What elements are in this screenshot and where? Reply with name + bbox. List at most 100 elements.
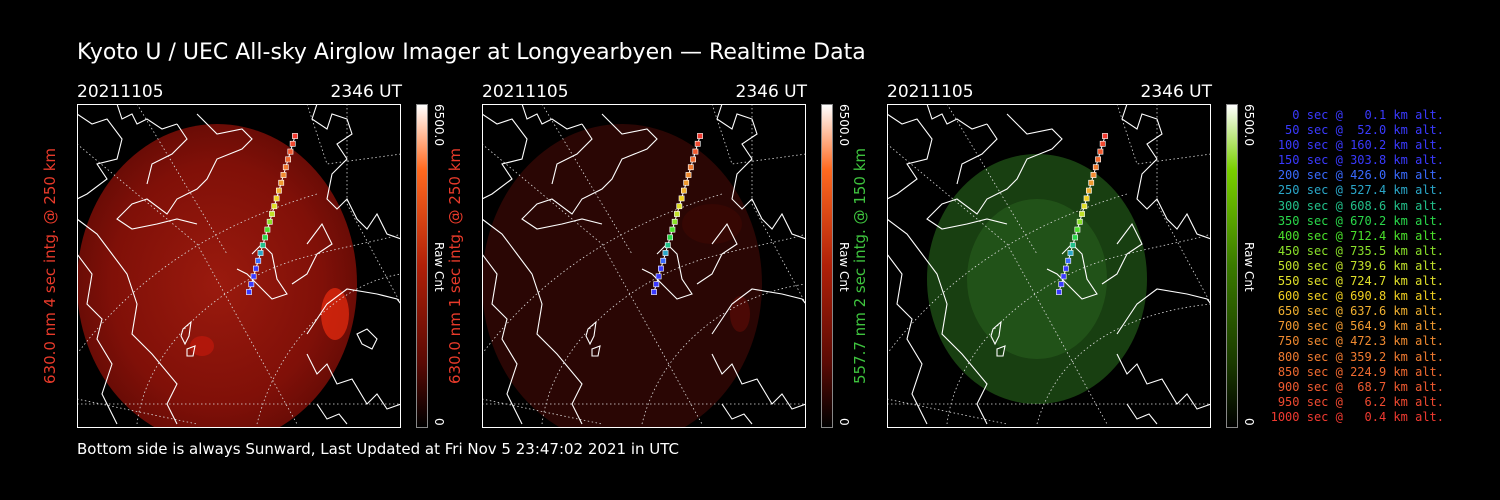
track-point bbox=[685, 172, 692, 178]
airglow-disk bbox=[482, 124, 762, 428]
aurora-spot bbox=[730, 296, 750, 332]
satellite-track bbox=[1056, 133, 1108, 295]
track-point bbox=[287, 148, 294, 155]
map-grid bbox=[77, 104, 401, 425]
track-point bbox=[1095, 156, 1101, 163]
airglow-disk bbox=[967, 199, 1107, 359]
track-point bbox=[266, 218, 273, 225]
track-point bbox=[1072, 234, 1078, 241]
track-point bbox=[667, 234, 673, 241]
track-point bbox=[692, 148, 699, 155]
track-point bbox=[681, 187, 687, 194]
page-title: Kyoto U / UEC All-sky Airglow Imager at … bbox=[77, 40, 866, 65]
allsky-image-557-2s bbox=[887, 104, 1211, 428]
track-point bbox=[257, 250, 264, 256]
legend-row: 600 sec @ 690.8 km alt. bbox=[1277, 289, 1444, 304]
track-point bbox=[1097, 148, 1104, 155]
update-footer: Bottom side is always Sunward, Last Upda… bbox=[77, 440, 679, 458]
panel-side-label: 630.0 nm 4 sec intg. @ 250 km bbox=[36, 104, 64, 428]
legend-row: 800 sec @ 359.2 km alt. bbox=[1277, 349, 1444, 364]
track-point bbox=[662, 250, 669, 256]
legend-row: 450 sec @ 735.5 km alt. bbox=[1277, 243, 1444, 258]
altitude-legend: 0 sec @ 0.1 km alt. 50 sec @ 52.0 km alt.… bbox=[1268, 108, 1444, 425]
panel-side-label-text: 630.0 nm 4 sec intg. @ 250 km bbox=[41, 147, 59, 385]
track-point bbox=[1086, 187, 1092, 194]
track-point bbox=[664, 242, 671, 249]
track-point bbox=[690, 156, 696, 163]
track-point bbox=[276, 187, 282, 194]
track-point bbox=[658, 265, 664, 272]
track-point bbox=[259, 242, 266, 249]
panel-time: 2346 UT bbox=[330, 82, 403, 102]
legend-row: 100 sec @ 160.2 km alt. bbox=[1277, 138, 1444, 153]
track-point bbox=[253, 265, 259, 272]
track-point bbox=[1060, 273, 1067, 280]
airglow-disk bbox=[77, 124, 357, 428]
legend-row: 1000 sec @ 0.4 km alt. bbox=[1270, 409, 1444, 424]
track-point bbox=[271, 203, 278, 210]
legend-row: 900 sec @ 68.7 km alt. bbox=[1277, 379, 1444, 394]
colorbar bbox=[416, 104, 428, 428]
track-point bbox=[651, 289, 657, 295]
track-point bbox=[678, 195, 685, 202]
legend-row: 250 sec @ 527.4 km alt. bbox=[1277, 183, 1444, 198]
panel-side-label: 630.0 nm 1 sec intg. @ 250 km bbox=[441, 104, 469, 428]
coastline bbox=[887, 104, 1211, 425]
track-point bbox=[676, 203, 683, 210]
legend-row: 350 sec @ 670.2 km alt. bbox=[1277, 213, 1444, 228]
legend-row: 150 sec @ 303.8 km alt. bbox=[1277, 153, 1444, 168]
legend-row: 700 sec @ 564.9 km alt. bbox=[1277, 319, 1444, 334]
track-point bbox=[655, 273, 662, 280]
legend-row: 300 sec @ 608.6 km alt. bbox=[1277, 198, 1444, 213]
track-point bbox=[697, 133, 703, 139]
track-point bbox=[674, 211, 680, 217]
legend-row: 750 sec @ 472.3 km alt. bbox=[1277, 334, 1444, 349]
legend-row: 0 sec @ 0.1 km alt. bbox=[1292, 108, 1444, 122]
track-point bbox=[683, 179, 690, 186]
aurora-spot bbox=[682, 204, 742, 244]
legend-row: 400 sec @ 712.4 km alt. bbox=[1277, 228, 1444, 243]
legend-row: 550 sec @ 724.7 km alt. bbox=[1277, 274, 1444, 289]
satellite-track bbox=[246, 133, 298, 295]
track-point bbox=[250, 273, 257, 280]
panel-3: 20211105 2346 UT 557.7 nm 2 sec intg. @ … bbox=[851, 80, 1287, 432]
coastline bbox=[482, 104, 806, 425]
track-point bbox=[278, 179, 285, 186]
track-point bbox=[1058, 281, 1065, 288]
track-point bbox=[282, 164, 289, 171]
track-point bbox=[264, 226, 271, 233]
allsky-image-630-1s bbox=[482, 104, 806, 428]
track-point bbox=[687, 164, 694, 171]
panel-side-label: 557.7 nm 2 sec intg. @ 150 km bbox=[846, 104, 874, 428]
panel-2: 20211105 2346 UT 630.0 nm 1 sec intg. @ … bbox=[446, 80, 882, 432]
colorbar bbox=[1226, 104, 1238, 428]
track-point bbox=[255, 257, 262, 264]
legend-row: 850 sec @ 224.9 km alt. bbox=[1277, 364, 1444, 379]
allsky-image-630-4s bbox=[77, 104, 401, 428]
satellite-track bbox=[651, 133, 703, 295]
panel-date: 20211105 bbox=[887, 82, 974, 102]
panel-side-label-text: 630.0 nm 1 sec intg. @ 250 km bbox=[446, 147, 464, 385]
track-point bbox=[1076, 218, 1083, 225]
aurora-spot bbox=[190, 336, 214, 356]
track-point bbox=[694, 140, 701, 147]
track-point bbox=[1067, 250, 1074, 256]
track-point bbox=[280, 172, 287, 178]
track-point bbox=[1081, 203, 1088, 210]
track-point bbox=[1056, 289, 1062, 295]
panel-date: 20211105 bbox=[482, 82, 569, 102]
colorbar bbox=[821, 104, 833, 428]
track-point bbox=[1079, 211, 1085, 217]
track-point bbox=[1088, 179, 1095, 186]
track-point bbox=[246, 289, 252, 295]
track-point bbox=[1099, 140, 1106, 147]
track-point bbox=[273, 195, 280, 202]
panel-side-label-text: 557.7 nm 2 sec intg. @ 150 km bbox=[851, 147, 869, 385]
track-point bbox=[1074, 226, 1081, 233]
legend-row: 950 sec @ 6.2 km alt. bbox=[1277, 394, 1444, 409]
legend-row: 650 sec @ 637.6 km alt. bbox=[1277, 304, 1444, 319]
legend-row: 200 sec @ 426.0 km alt. bbox=[1277, 168, 1444, 183]
panel-time: 2346 UT bbox=[735, 82, 808, 102]
aurora-spot bbox=[321, 288, 349, 340]
